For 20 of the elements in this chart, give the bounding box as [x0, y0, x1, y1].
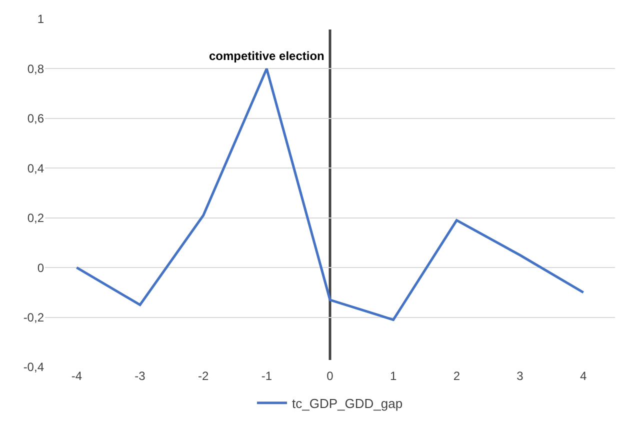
legend-label: tc_GDP_GDD_gap: [292, 396, 403, 411]
line-series: [75, 67, 585, 322]
x-tick-label: -2: [198, 369, 209, 383]
y-tick-label: 0,2: [27, 211, 44, 226]
x-tick-label: 3: [516, 369, 524, 383]
y-tick-label: 1: [37, 12, 44, 26]
x-tick-label: 4: [580, 369, 587, 383]
x-tick-label: -1: [261, 369, 272, 383]
ref-line-label: competitive election: [209, 49, 324, 63]
x-tick-label: -4: [71, 369, 82, 383]
y-tick-label: 0,6: [27, 112, 44, 126]
y-tick-label: -0,2: [23, 310, 44, 324]
y-tick-label: 0: [37, 260, 44, 275]
y-tick-label: 0,8: [27, 62, 44, 76]
y-tick-label: -0,4: [23, 360, 44, 374]
y-tick-label: 0,4: [27, 161, 44, 176]
x-tick-label: 0: [326, 369, 334, 383]
x-tick-label: 1: [390, 369, 397, 383]
x-tick-label: 2: [453, 369, 460, 383]
x-tick-label: -3: [134, 369, 146, 383]
